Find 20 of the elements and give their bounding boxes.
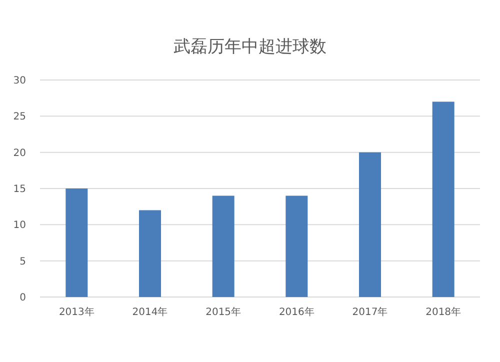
bar: [66, 188, 88, 297]
chart-title: 武磊历年中超进球数: [174, 37, 326, 57]
bar: [212, 196, 234, 297]
x-tick-label: 2015年: [206, 306, 242, 318]
x-tick-label: 2016年: [278, 306, 314, 318]
bar: [286, 196, 308, 297]
y-tick-label: 15: [13, 184, 26, 195]
x-tick-label: 2013年: [58, 306, 94, 318]
y-tick-label: 20: [13, 148, 26, 159]
y-tick-label: 0: [20, 292, 26, 304]
bar: [359, 152, 381, 297]
bar: [139, 210, 161, 297]
y-tick-label: 5: [20, 256, 26, 268]
x-tick-label: 2014年: [132, 306, 168, 318]
bar: [432, 102, 454, 297]
x-tick-label: 2017年: [352, 306, 388, 318]
x-tick-label: 2018年: [426, 306, 462, 318]
y-tick-label: 10: [13, 220, 26, 232]
y-tick-label: 25: [13, 112, 26, 123]
y-tick-label: 30: [13, 76, 26, 86]
